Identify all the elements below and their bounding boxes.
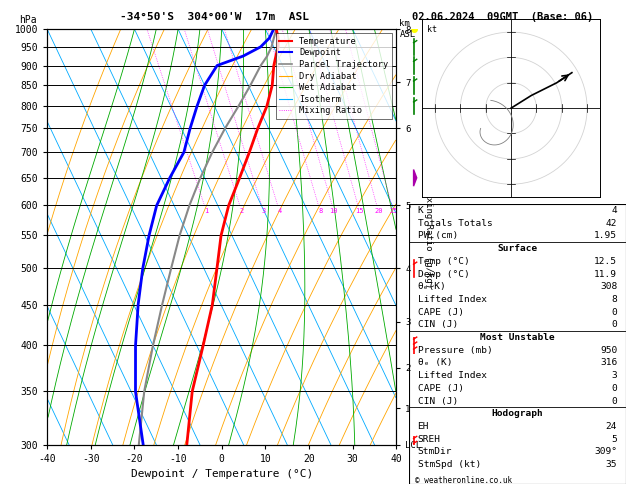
Text: CAPE (J): CAPE (J) xyxy=(418,308,464,317)
Text: 2: 2 xyxy=(240,208,244,214)
Text: 0: 0 xyxy=(611,397,617,405)
Text: 316: 316 xyxy=(600,359,617,367)
Text: StmDir: StmDir xyxy=(418,448,452,456)
Text: Dewp (°C): Dewp (°C) xyxy=(418,270,469,278)
Text: CIN (J): CIN (J) xyxy=(418,397,458,405)
X-axis label: Dewpoint / Temperature (°C): Dewpoint / Temperature (°C) xyxy=(131,469,313,479)
Text: 02.06.2024  09GMT  (Base: 06): 02.06.2024 09GMT (Base: 06) xyxy=(412,12,593,22)
Text: 11.9: 11.9 xyxy=(594,270,617,278)
Text: 1: 1 xyxy=(204,208,208,214)
Text: θₑ(K): θₑ(K) xyxy=(418,282,447,291)
Text: 950: 950 xyxy=(600,346,617,355)
Text: 8: 8 xyxy=(318,208,322,214)
Text: kt: kt xyxy=(428,25,437,34)
Text: 12.5: 12.5 xyxy=(594,257,617,266)
Text: 309°: 309° xyxy=(594,448,617,456)
Text: Surface: Surface xyxy=(498,244,537,253)
Text: 10: 10 xyxy=(330,208,338,214)
Text: 8: 8 xyxy=(611,295,617,304)
Text: Hodograph: Hodograph xyxy=(491,409,543,418)
Text: CIN (J): CIN (J) xyxy=(418,320,458,330)
Text: Mixing Ratio (g/kg): Mixing Ratio (g/kg) xyxy=(424,186,433,288)
Text: Lifted Index: Lifted Index xyxy=(418,371,486,380)
Polygon shape xyxy=(414,170,416,186)
Text: 0: 0 xyxy=(611,384,617,393)
Text: km
ASL: km ASL xyxy=(399,19,416,39)
Text: 25: 25 xyxy=(389,208,398,214)
Text: PW (cm): PW (cm) xyxy=(418,231,458,241)
Text: 308: 308 xyxy=(600,282,617,291)
Text: Pressure (mb): Pressure (mb) xyxy=(418,346,493,355)
Text: EH: EH xyxy=(418,422,429,431)
Text: SREH: SREH xyxy=(418,434,440,444)
Text: 3: 3 xyxy=(261,208,265,214)
Text: Temp (°C): Temp (°C) xyxy=(418,257,469,266)
Text: 0: 0 xyxy=(611,320,617,330)
Text: K: K xyxy=(418,206,423,215)
Text: Totals Totals: Totals Totals xyxy=(418,219,493,228)
Text: 0: 0 xyxy=(611,308,617,317)
Text: Lifted Index: Lifted Index xyxy=(418,295,486,304)
Text: 1.95: 1.95 xyxy=(594,231,617,241)
Text: 20: 20 xyxy=(374,208,382,214)
Text: 24: 24 xyxy=(606,422,617,431)
Text: 4: 4 xyxy=(277,208,282,214)
Text: 3: 3 xyxy=(611,371,617,380)
Text: -34°50'S  304°00'W  17m  ASL: -34°50'S 304°00'W 17m ASL xyxy=(120,12,309,22)
Text: 35: 35 xyxy=(606,460,617,469)
Text: StmSpd (kt): StmSpd (kt) xyxy=(418,460,481,469)
Text: Most Unstable: Most Unstable xyxy=(480,333,555,342)
Text: θₑ (K): θₑ (K) xyxy=(418,359,452,367)
Text: 4: 4 xyxy=(611,206,617,215)
Text: hPa: hPa xyxy=(19,15,37,25)
Text: 15: 15 xyxy=(355,208,364,214)
Text: © weatheronline.co.uk: © weatheronline.co.uk xyxy=(415,476,512,485)
Text: CAPE (J): CAPE (J) xyxy=(418,384,464,393)
Legend: Temperature, Dewpoint, Parcel Trajectory, Dry Adiabat, Wet Adiabat, Isotherm, Mi: Temperature, Dewpoint, Parcel Trajectory… xyxy=(276,34,392,119)
Text: 5: 5 xyxy=(611,434,617,444)
Text: 42: 42 xyxy=(606,219,617,228)
